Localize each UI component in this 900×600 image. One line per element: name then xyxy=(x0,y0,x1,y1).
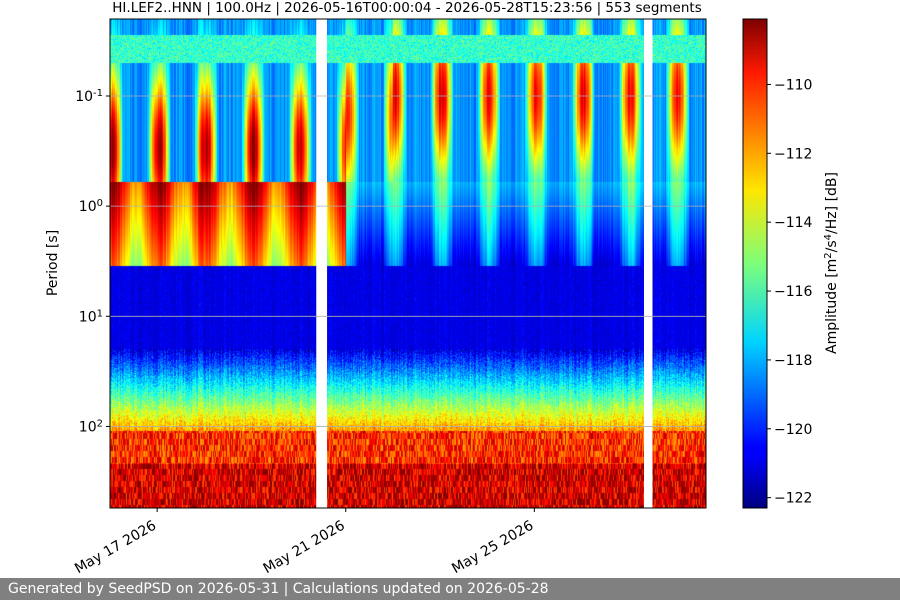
colorbar-tick-label: −112 xyxy=(774,146,812,162)
psd-spectrogram-figure: HI.LEF2..HNN | 100.0Hz | 2026-05-16T00:0… xyxy=(45,0,841,577)
colorbar-label: Amplitude [m2/s4/Hz] [dB] xyxy=(823,172,841,354)
colorbar-tick-label: −110 xyxy=(774,77,812,93)
y-tick-label: 100 xyxy=(79,198,103,216)
colorbar-tick-label: −114 xyxy=(774,215,813,231)
spectrogram-image xyxy=(110,19,706,508)
horizontal-gridlines xyxy=(110,95,706,427)
y-tick-label: 102 xyxy=(79,418,103,436)
x-tick-label: May 17 2026 xyxy=(72,518,159,578)
data-gap-2 xyxy=(643,19,653,508)
colorbar-tick-label: −120 xyxy=(774,422,812,438)
colorbar-ticks: −110 −112 −114 −116 −118 −120 −122 xyxy=(767,77,813,507)
colorbar-tick-label: −116 xyxy=(774,284,813,300)
footer-bar: Generated by SeedPSD on 2026-05-31 | Cal… xyxy=(0,578,900,600)
plot-frame xyxy=(109,18,707,509)
x-tick-label: May 21 2026 xyxy=(261,518,348,578)
y-tick-label: 101 xyxy=(79,308,103,326)
x-tick-label: May 25 2026 xyxy=(449,518,536,578)
chart-title: HI.LEF2..HNN | 100.0Hz | 2026-05-16T00:0… xyxy=(112,0,701,16)
x-axis: May 17 2026 May 21 2026 May 25 2026 xyxy=(72,508,536,577)
colorbar xyxy=(742,18,768,509)
data-gaps xyxy=(316,19,653,508)
colorbar-tick-label: −118 xyxy=(774,353,812,369)
y-axis: 10-1 100 101 102 xyxy=(75,87,110,435)
y-axis-label: Period [s] xyxy=(45,230,61,296)
colorbar-tick-label: −122 xyxy=(774,491,812,507)
spectrogram-heatmap xyxy=(110,19,706,508)
data-gap-1 xyxy=(316,19,328,508)
footer-text: Generated by SeedPSD on 2026-05-31 | Cal… xyxy=(8,581,549,597)
y-tick-label: 10-1 xyxy=(75,87,103,105)
